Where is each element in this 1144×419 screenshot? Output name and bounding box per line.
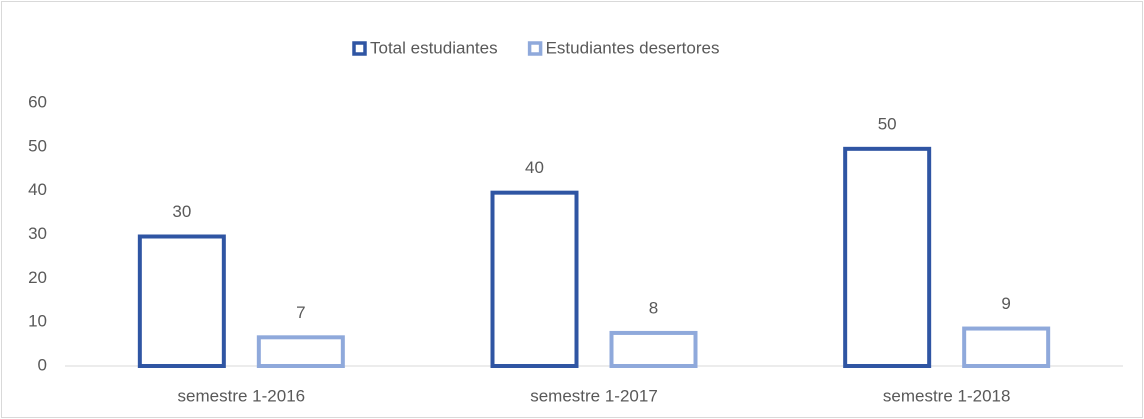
y-tick-label: 60 bbox=[28, 92, 47, 111]
legend-label: Estudiantes desertores bbox=[546, 38, 720, 57]
y-tick-label: 20 bbox=[28, 268, 47, 287]
data-label: 8 bbox=[649, 298, 658, 317]
bar bbox=[137, 234, 226, 368]
bar bbox=[609, 330, 698, 368]
bar bbox=[962, 326, 1051, 368]
legend-swatch bbox=[352, 41, 367, 56]
legend-swatch bbox=[527, 41, 543, 56]
x-tick-label: semestre 1-2017 bbox=[530, 386, 658, 405]
data-label: 50 bbox=[878, 114, 897, 133]
bar bbox=[843, 146, 932, 368]
bar bbox=[256, 335, 345, 369]
bar bbox=[490, 190, 579, 368]
data-label: 30 bbox=[172, 202, 191, 221]
data-label: 9 bbox=[1001, 294, 1010, 313]
legend-label: Total estudiantes bbox=[370, 38, 498, 57]
y-tick-label: 40 bbox=[28, 180, 47, 199]
y-tick-label: 50 bbox=[28, 136, 47, 155]
y-tick-label: 10 bbox=[28, 312, 47, 331]
y-tick-label: 30 bbox=[28, 224, 47, 243]
data-label: 40 bbox=[525, 158, 544, 177]
x-tick-label: semestre 1-2018 bbox=[883, 386, 1011, 405]
y-tick-label: 0 bbox=[38, 355, 47, 374]
data-label: 7 bbox=[296, 303, 305, 322]
x-tick-label: semestre 1-2016 bbox=[178, 386, 306, 405]
